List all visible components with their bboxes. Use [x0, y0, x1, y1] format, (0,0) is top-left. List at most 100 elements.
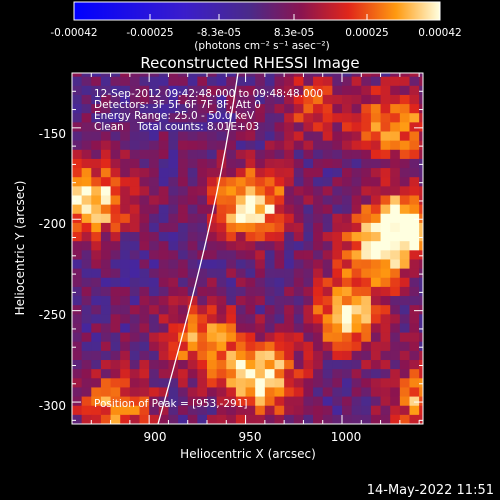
heatmap-cell: [264, 368, 276, 379]
heatmap-cell: [207, 112, 218, 123]
heatmap-cell: [110, 231, 121, 242]
heatmap-cell: [274, 204, 285, 214]
heatmap-cell: [72, 176, 83, 187]
heatmap-cell: [226, 185, 237, 196]
heatmap-cell: [342, 304, 353, 315]
heatmap-cell: [419, 149, 423, 159]
heatmap-cell: [139, 94, 150, 105]
heatmap-cell: [274, 395, 285, 406]
heatmap-cell: [100, 395, 112, 406]
heatmap-cell: [264, 395, 276, 406]
heatmap-cell: [342, 322, 353, 333]
heatmap-cell: [303, 204, 314, 214]
heatmap-cell: [129, 295, 141, 306]
heatmap-cell: [178, 158, 189, 169]
heatmap-cell: [197, 176, 208, 187]
heatmap-cell: [370, 386, 382, 397]
heatmap-cell: [361, 249, 372, 260]
heatmap-cell: [264, 313, 276, 324]
heatmap-cell: [284, 185, 295, 196]
heatmap-cell: [187, 121, 198, 132]
heatmap-cell: [197, 240, 208, 251]
heatmap-cell: [419, 377, 423, 388]
heatmap-cell: [274, 331, 285, 342]
heatmap-cell: [322, 158, 333, 169]
heatmap-cell: [284, 295, 295, 306]
heatmap-cell: [226, 350, 237, 361]
heatmap-cell: [149, 121, 160, 132]
heatmap-cell: [342, 204, 353, 214]
heatmap-cell: [303, 140, 314, 150]
heatmap-cell: [284, 194, 295, 205]
heatmap-cell: [293, 240, 305, 251]
heatmap-cell: [129, 167, 141, 178]
heatmap-cell: [332, 222, 343, 233]
heatmap-cell: [419, 112, 423, 123]
heatmap-cell: [293, 258, 305, 269]
heatmap-cell: [332, 194, 343, 205]
heatmap-cell: [332, 395, 343, 406]
heatmap-cell: [399, 112, 411, 123]
heatmap-cell: [390, 249, 401, 260]
heatmap-cell: [390, 213, 401, 223]
heatmap-cell: [226, 286, 237, 297]
heatmap-cell: [197, 231, 208, 242]
heatmap-cell: [322, 130, 333, 141]
heatmap-cell: [129, 112, 141, 123]
heatmap-cell: [129, 130, 141, 141]
heatmap-cell: [149, 130, 160, 141]
heatmap-cell: [110, 258, 121, 269]
heatmap-cell: [332, 359, 343, 370]
heatmap-cell: [168, 341, 179, 351]
heatmap-cell: [226, 222, 237, 233]
heatmap-cell: [303, 304, 314, 315]
heatmap-cell: [120, 73, 131, 77]
heatmap-cell: [139, 194, 150, 205]
heatmap-cell: [120, 277, 131, 287]
heatmap-cell: [72, 222, 83, 233]
heatmap-cell: [264, 94, 276, 105]
heatmap-cell: [129, 213, 141, 223]
heatmap-cell: [72, 331, 83, 342]
heatmap-cell: [370, 249, 382, 260]
heatmap-cell: [120, 158, 131, 169]
heatmap-cell: [255, 395, 266, 406]
heatmap-cell: [322, 359, 333, 370]
heatmap-cell: [178, 73, 189, 77]
heatmap-cell: [245, 130, 256, 141]
heatmap-cell: [380, 76, 391, 86]
heatmap-cell: [409, 295, 420, 306]
heatmap-cell: [399, 204, 411, 214]
heatmap-cell: [91, 176, 102, 187]
heatmap-cell: [197, 222, 208, 233]
heatmap-cell: [284, 176, 295, 187]
heatmap-cell: [100, 73, 112, 77]
heatmap-cell: [81, 304, 92, 315]
heatmap-cell: [120, 213, 131, 223]
heatmap-cell: [274, 350, 285, 361]
heatmap-cell: [390, 176, 401, 187]
heatmap-cell: [72, 167, 83, 178]
heatmap-cell: [399, 341, 411, 351]
heatmap-cell: [178, 76, 189, 86]
heatmap-cell: [390, 85, 401, 95]
annotation-detectors: Detectors: 3F 5F 6F 7F 8F, Att 0: [94, 99, 261, 111]
heatmap-cell: [255, 94, 266, 105]
heatmap-cell: [139, 277, 150, 287]
heatmap-cell: [197, 331, 208, 342]
heatmap-cell: [72, 240, 83, 251]
heatmap-cell: [216, 395, 227, 406]
heatmap-cell: [274, 130, 285, 141]
heatmap-cell: [216, 249, 227, 260]
heatmap-cell: [303, 359, 314, 370]
heatmap-cell: [322, 377, 333, 388]
heatmap-cell: [370, 204, 382, 214]
heatmap-cell: [264, 176, 276, 187]
heatmap-cell: [409, 130, 420, 141]
heatmap-cell: [235, 231, 247, 242]
heatmap-cell: [419, 204, 423, 214]
heatmap-cell: [197, 76, 208, 86]
heatmap-cell: [419, 167, 423, 178]
heatmap-cell: [178, 167, 189, 178]
heatmap-cell: [409, 112, 420, 123]
